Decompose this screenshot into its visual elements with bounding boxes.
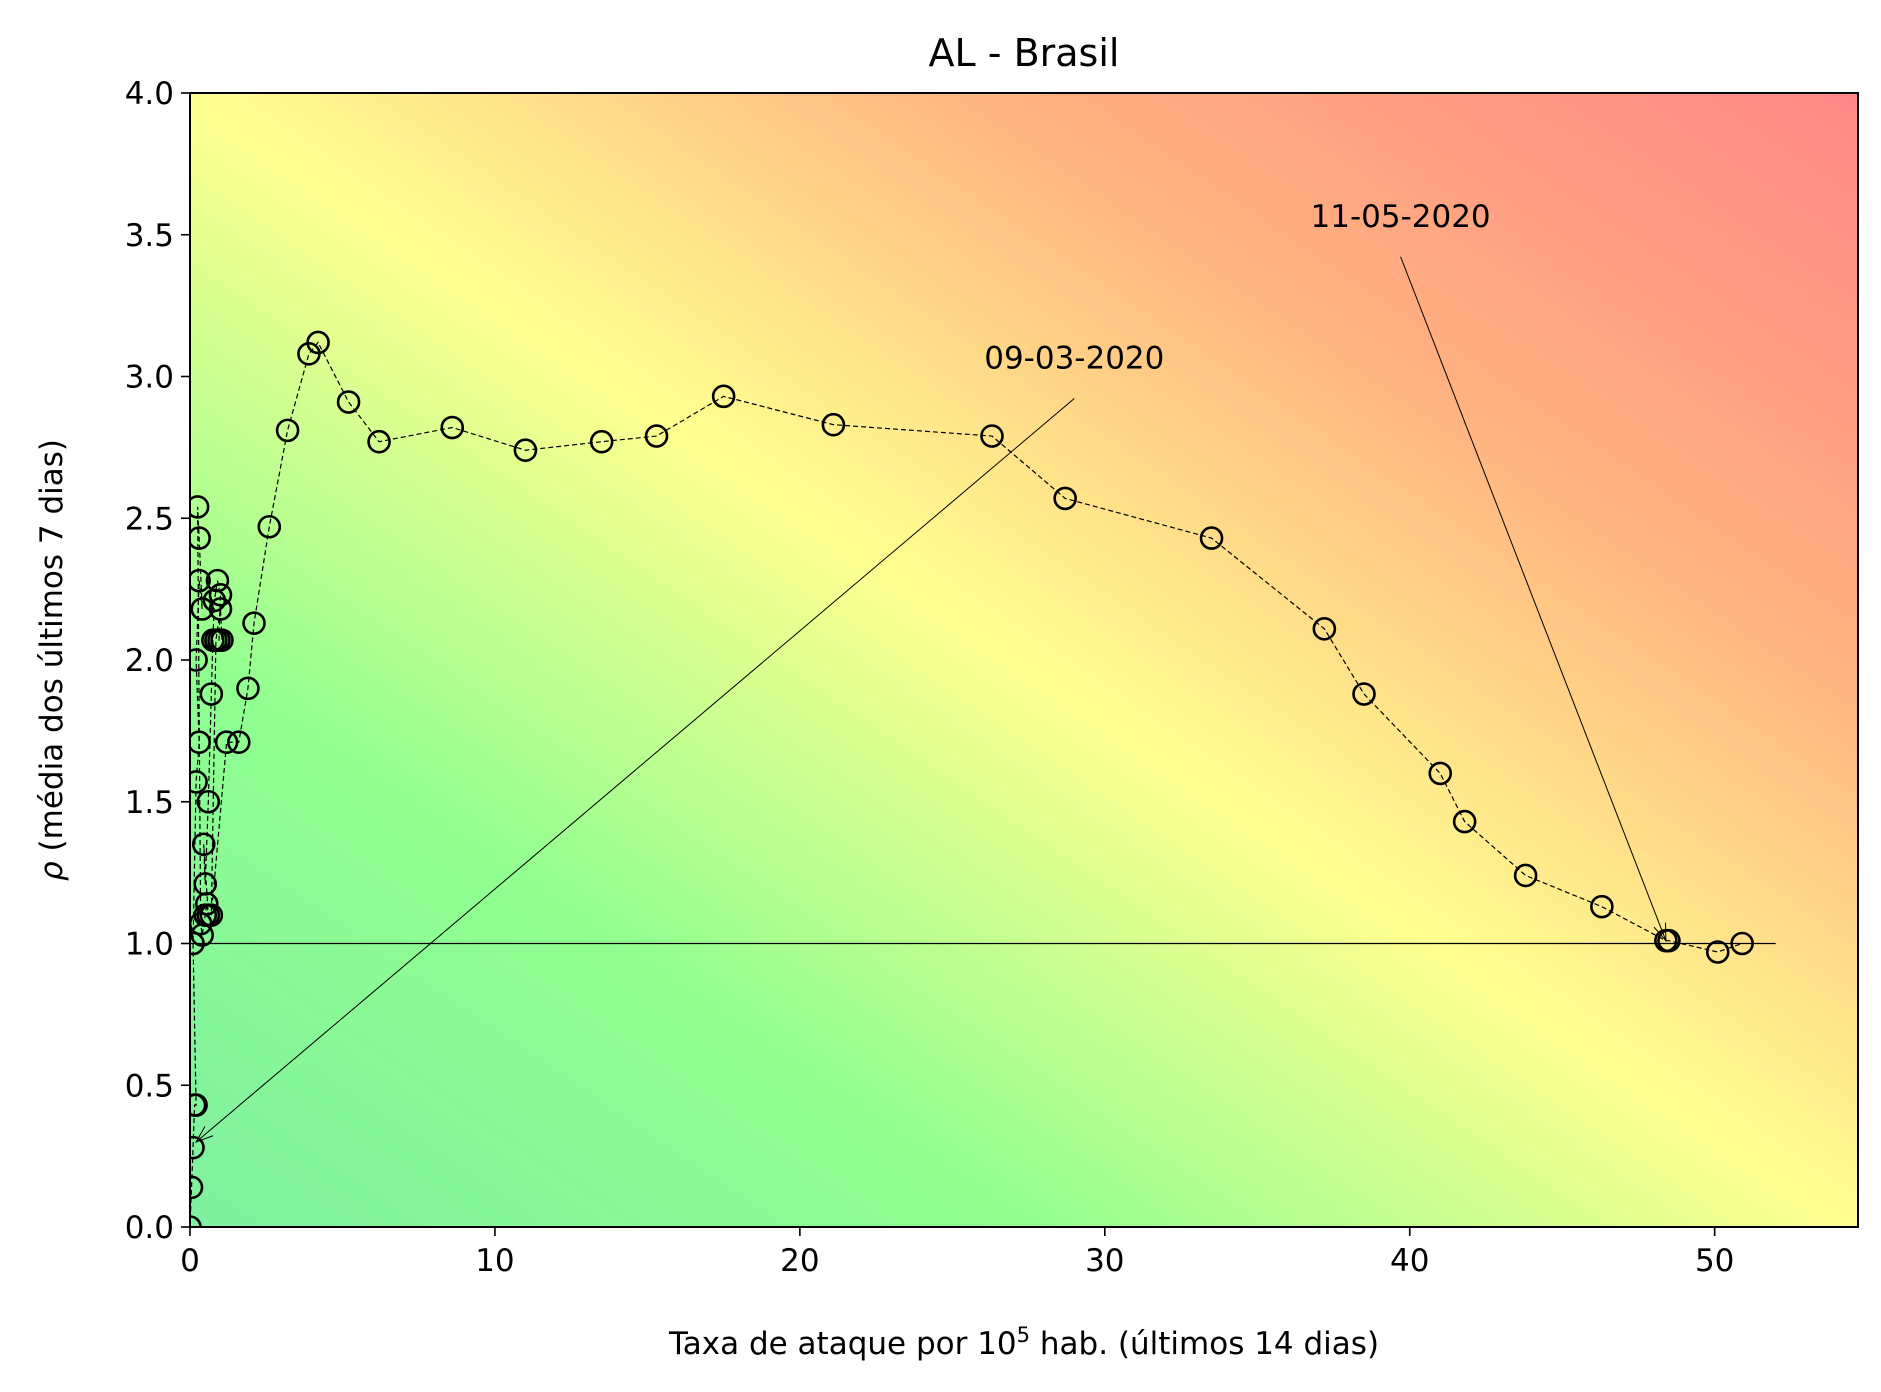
data-point [711, 384, 736, 409]
x-axis: 0 10 20 30 40 50 [180, 1227, 1734, 1279]
data-point [1730, 931, 1754, 956]
data-point [214, 730, 239, 755]
data-point [1452, 809, 1477, 834]
data-point [1199, 526, 1224, 550]
x-tick-label: 50 [1695, 1243, 1734, 1279]
data-point [1513, 863, 1538, 888]
data-point [226, 730, 251, 755]
annotation-arrow-0 [195, 398, 1075, 1143]
x-tick-label: 10 [475, 1243, 514, 1279]
data-point [208, 597, 233, 621]
data-point [196, 789, 221, 814]
data-point [199, 682, 224, 706]
annotation-label-0: 09-03-2020 [984, 341, 1164, 377]
y-tick-label: 3.0 [125, 360, 174, 396]
data-point [190, 526, 211, 550]
data-point [257, 514, 282, 539]
x-tick-label: 0 [180, 1243, 200, 1279]
data-point [205, 568, 230, 593]
plot-background [190, 93, 1858, 1227]
data-point [190, 1175, 204, 1200]
y-tick-label: 4.0 [125, 76, 174, 112]
data-point [193, 872, 218, 896]
data-point [1352, 682, 1376, 706]
data-point [190, 1135, 205, 1160]
data-point [204, 628, 228, 652]
data-point [191, 832, 216, 857]
annotation-arrow-1 [1400, 256, 1667, 941]
data-point [190, 568, 211, 593]
data-point [821, 412, 846, 437]
data-point [440, 415, 465, 440]
y-tick-label: 0.0 [125, 1210, 174, 1246]
y-axis-label: ρ (média dos últimos 7 dias) [34, 439, 70, 881]
data-point [208, 582, 233, 607]
data-point [236, 676, 260, 701]
data-point [1053, 486, 1077, 511]
x-tick-label: 40 [1390, 1243, 1429, 1279]
x-tick-label: 20 [780, 1243, 819, 1279]
y-tick-label: 3.5 [125, 218, 174, 254]
y-tick-label: 0.5 [125, 1068, 174, 1104]
data-point [190, 648, 208, 672]
series-group [190, 330, 1754, 1227]
data-point [275, 418, 300, 443]
series-line-0 [190, 341, 1743, 1227]
chart-title: AL - Brasil [929, 31, 1120, 75]
data-point [589, 429, 614, 454]
data-point [1705, 940, 1730, 964]
x-axis-label: Taxa de ataque por 105 hab. (últimos 14 … [668, 1323, 1379, 1362]
annotation-group: 09-03-2020 11-05-2020 [194, 199, 1667, 1143]
x-tick-label: 30 [1085, 1243, 1124, 1279]
data-point [190, 495, 210, 519]
y-tick-label: 1.5 [125, 785, 174, 821]
data-point [644, 424, 669, 448]
data-point [1657, 928, 1681, 953]
data-point [190, 730, 211, 755]
data-point [336, 390, 361, 414]
annotation-arrowhead-0 [194, 1126, 214, 1143]
data-point [190, 597, 214, 621]
data-point [199, 903, 224, 927]
data-point [190, 1093, 208, 1117]
y-tick-label: 2.5 [125, 501, 174, 537]
data-point [242, 611, 266, 635]
y-axis: 0.0 0.5 1.0 1.5 2.0 2.5 3.0 3.5 4.0 [125, 76, 190, 1246]
data-point [1590, 894, 1614, 919]
data-point [367, 429, 391, 454]
data-point [210, 628, 234, 652]
data-point [190, 770, 208, 794]
annotation-label-1: 11-05-2020 [1311, 199, 1491, 235]
y-tick-label: 1.0 [125, 927, 174, 963]
data-point [306, 330, 330, 355]
data-point [980, 424, 1004, 448]
data-point [513, 438, 538, 463]
data-point [1312, 617, 1337, 641]
y-tick-label: 2.0 [125, 643, 174, 679]
data-point [1428, 761, 1453, 786]
